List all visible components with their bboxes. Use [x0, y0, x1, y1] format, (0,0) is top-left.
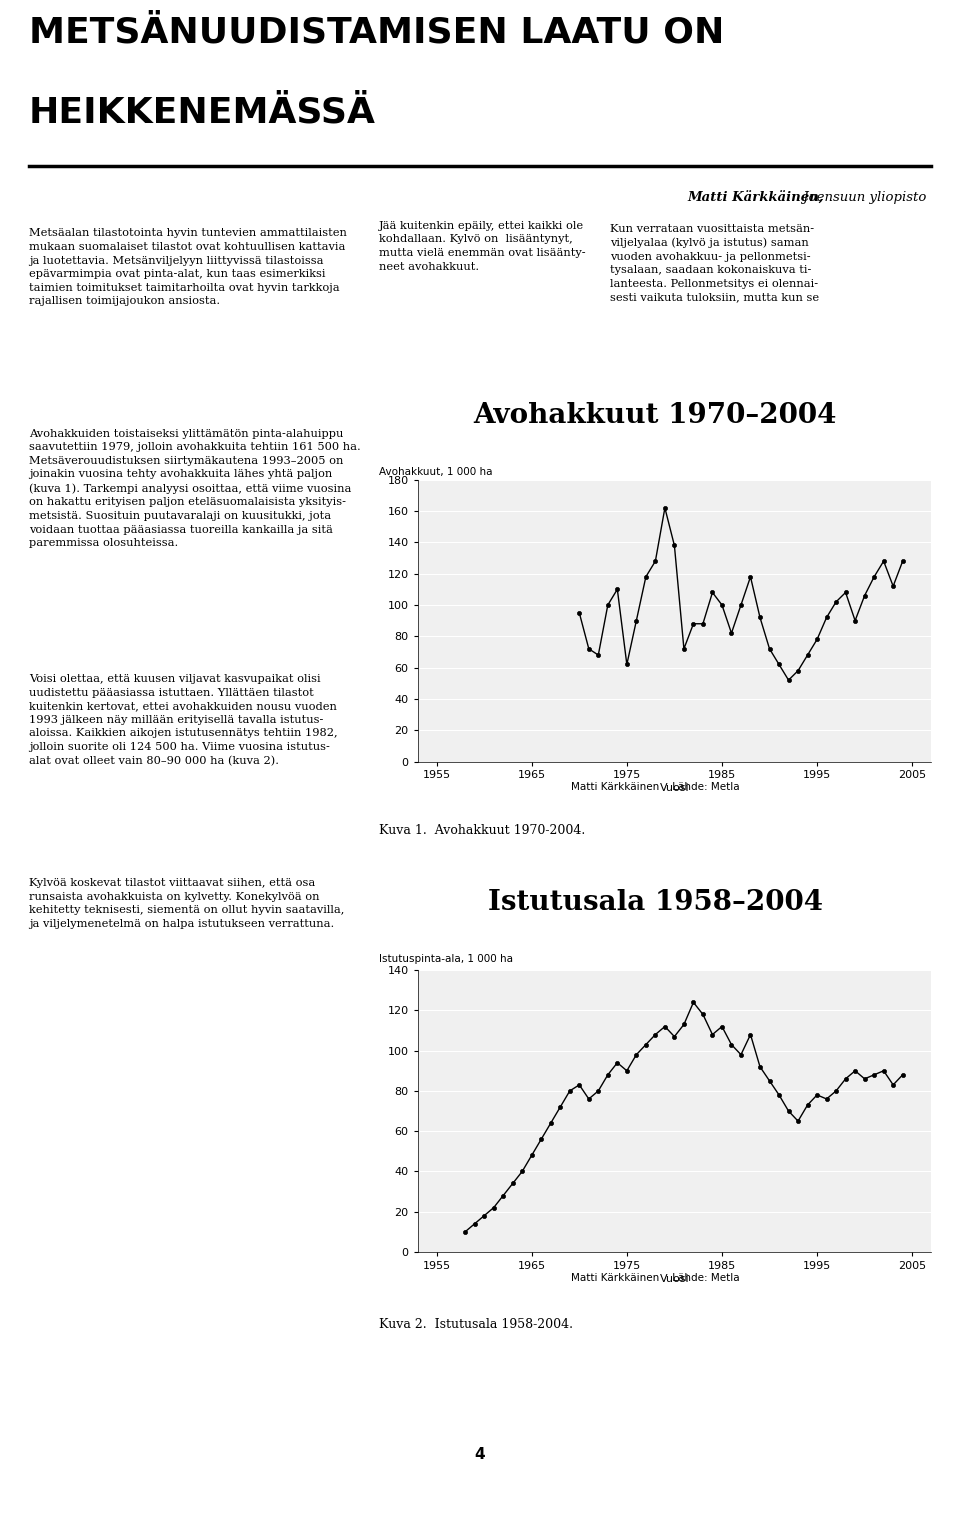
- Text: Kun verrataan vuosittaista metsän-
viljelyalaa (kylvö ja istutus) saman
vuoden a: Kun verrataan vuosittaista metsän- vilje…: [610, 224, 819, 303]
- Text: Jää kuitenkin epäily, ettei kaikki ole
kohdallaan. Kylvö on  lisääntynyt,
mutta : Jää kuitenkin epäily, ettei kaikki ole k…: [379, 221, 586, 271]
- Text: Kuva 2.  Istutusala 1958-2004.: Kuva 2. Istutusala 1958-2004.: [379, 1317, 573, 1331]
- Text: Avohakkuut 1970–2004: Avohakkuut 1970–2004: [473, 402, 837, 428]
- Text: Metsäalan tilastotointa hyvin tuntevien ammattilaisten
mukaan suomalaiset tilast: Metsäalan tilastotointa hyvin tuntevien …: [29, 228, 347, 306]
- X-axis label: Vuosi: Vuosi: [660, 783, 689, 792]
- Text: Avohakkuiden toistaiseksi ylittämätön pinta-alahuippu
saavutettiin 1979, jolloin: Avohakkuiden toistaiseksi ylittämätön pi…: [29, 428, 361, 548]
- X-axis label: Vuosi: Vuosi: [660, 1273, 689, 1284]
- Text: Matti Kärkkäinen    Lähde: Metla: Matti Kärkkäinen Lähde: Metla: [571, 783, 739, 792]
- Text: HEIKKENEMÄSSÄ: HEIKKENEMÄSSÄ: [29, 96, 375, 129]
- Text: Kuva 1.  Avohakkuut 1970-2004.: Kuva 1. Avohakkuut 1970-2004.: [379, 824, 586, 838]
- Text: Istutuspinta-ala, 1 000 ha: Istutuspinta-ala, 1 000 ha: [379, 955, 514, 964]
- Text: Istutusala 1958–2004: Istutusala 1958–2004: [488, 889, 823, 915]
- Text: Avohakkuut, 1 000 ha: Avohakkuut, 1 000 ha: [379, 468, 492, 477]
- Text: METSÄNUUDISTAMISEN LAATU ON: METSÄNUUDISTAMISEN LAATU ON: [29, 15, 724, 49]
- Text: Matti Kärkkäinen,: Matti Kärkkäinen,: [687, 192, 824, 204]
- Text: Voisi olettaa, että kuusen viljavat kasvupaikat olisi
uudistettu pääasiassa istu: Voisi olettaa, että kuusen viljavat kasv…: [29, 675, 337, 766]
- Text: Kylvöä koskevat tilastot viittaavat siihen, että osa
runsaista avohakkuista on k: Kylvöä koskevat tilastot viittaavat siih…: [29, 879, 345, 929]
- Text: Joensuun yliopisto: Joensuun yliopisto: [800, 192, 926, 204]
- Text: 4: 4: [474, 1447, 486, 1462]
- Text: Matti Kärkkäinen    Lähde: Metla: Matti Kärkkäinen Lähde: Metla: [571, 1273, 739, 1282]
